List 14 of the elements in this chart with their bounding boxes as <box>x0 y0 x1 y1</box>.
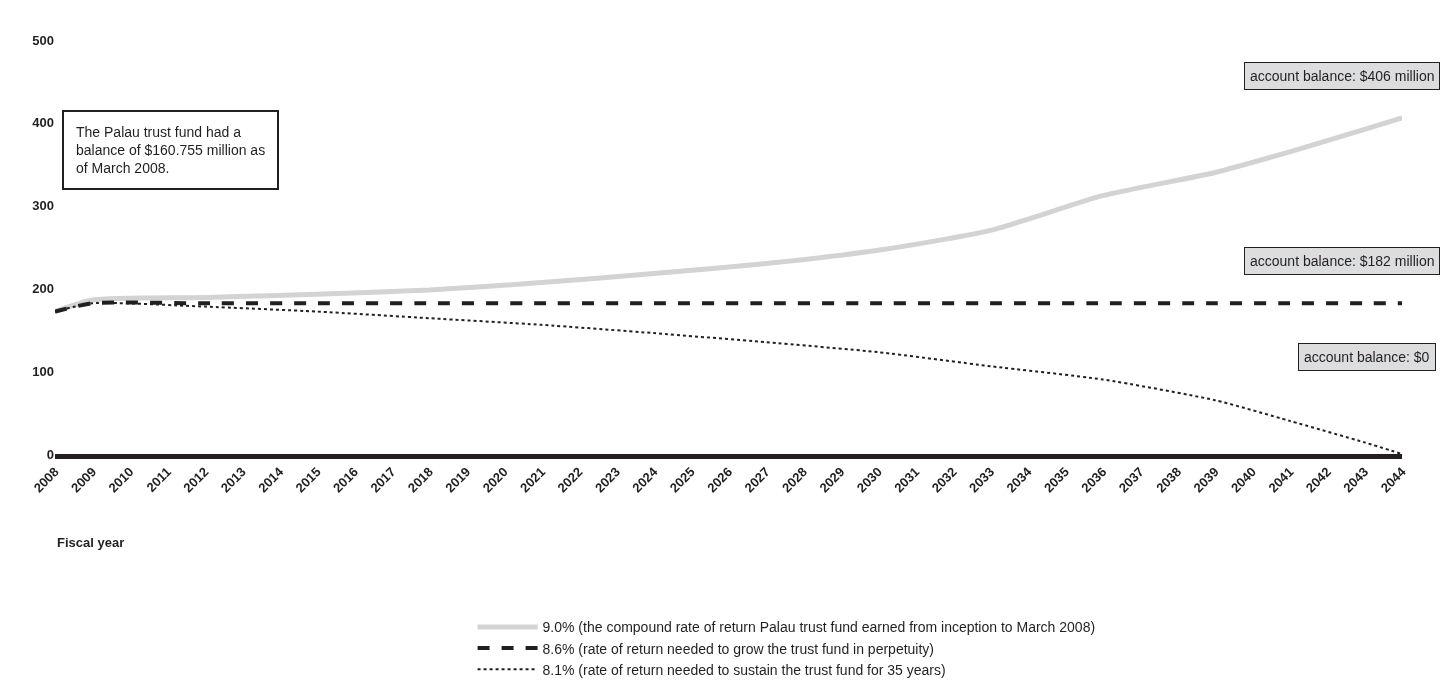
legend-label: 8.1% (rate of return needed to sustain the trust fund for 35 years) <box>542 661 946 678</box>
y-tick-label: 100 <box>32 363 54 379</box>
y-tick-label: 200 <box>32 280 54 296</box>
legend-label: 9.0% (the compound rate of return Palau trust fund earned from inception to March 2008) <box>542 619 1096 636</box>
y-tick-label: 400 <box>32 115 54 131</box>
legend-label: 8.6% (rate of return needed to grow the trust fund in perpetuity) <box>542 640 935 657</box>
annotation: account balance: $182 million <box>1250 253 1435 269</box>
annotation: account balance: $406 million <box>1250 68 1435 84</box>
y-tick-label: 500 <box>32 32 54 48</box>
y-tick-label: 0 <box>46 446 54 462</box>
annotation: The Palau trust fund had a balance of $160.755 million as of March 2008. <box>76 124 266 177</box>
y-tick-label: 300 <box>32 198 54 214</box>
annotation: account balance: $0 <box>1304 349 1430 365</box>
x-axis-title: Fiscal year <box>57 535 125 550</box>
